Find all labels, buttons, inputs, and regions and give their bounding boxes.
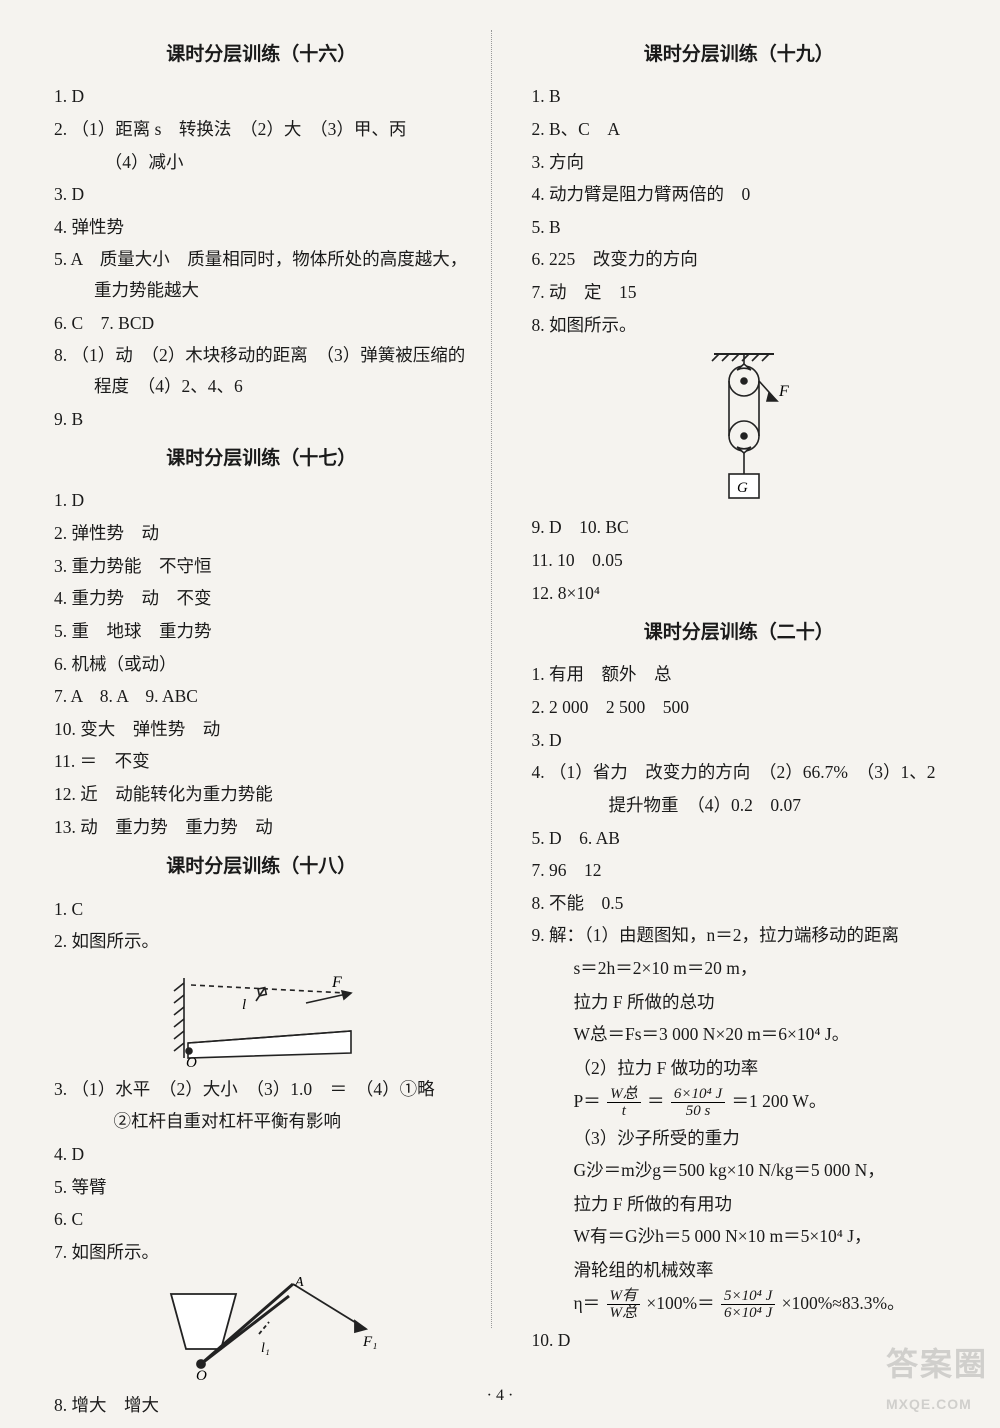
s16-item: （4）减小 <box>54 147 469 178</box>
s20-q9-etahead: 滑轮组的机械效率 <box>532 1255 947 1286</box>
arm-label: l₁ <box>261 1341 270 1356</box>
s19-item: 12. 8×10⁴ <box>532 578 947 609</box>
section-20-title: 课时分层训练（二十） <box>532 616 947 649</box>
section-18-title: 课时分层训练（十八） <box>54 850 469 883</box>
s16-item: 8. （1）动 （2）木块移动的距离 （3）弹簧被压缩的程度 （4）2、4、6 <box>54 340 469 401</box>
peak-label: A <box>294 1275 304 1290</box>
s17-item: 6. 机械（或动） <box>54 649 469 680</box>
s17-item: 2. 弹性势 动 <box>54 518 469 549</box>
right-column: 课时分层训练（十九） 1. B 2. B、C A 3. 方向 4. 动力臂是阻力… <box>522 30 951 1328</box>
s16-item: 3. D <box>54 179 469 210</box>
watermark: 答案圈 MXQE.COM <box>886 1336 988 1417</box>
s19-item: 3. 方向 <box>532 147 947 178</box>
s20-item: 1. 有用 额外 总 <box>532 659 947 690</box>
s20-item: 10. D <box>532 1325 947 1356</box>
s20-q9-part2: （2）拉力 F 做功的功率 <box>532 1053 947 1084</box>
s17-item: 13. 动 重力势 重力势 动 <box>54 812 469 843</box>
s20-q9-W: W总＝Fs＝3 000 N×20 m＝6×10⁴ J。 <box>532 1019 947 1050</box>
s16-item: 9. B <box>54 404 469 435</box>
s16-item: 6. C 7. BCD <box>54 308 469 339</box>
s17-item: 3. 重力势能 不守恒 <box>54 551 469 582</box>
s18-item: 6. C <box>54 1204 469 1235</box>
lever-arm-label: l <box>242 997 246 1013</box>
s17-item: 1. D <box>54 485 469 516</box>
s16-item: 2. （1）距离 s 转换法 （2）大 （3）甲、丙 <box>54 114 469 145</box>
lever-diagram-1: O F l <box>156 963 366 1068</box>
s19-item: 6. 225 改变力的方向 <box>532 244 947 275</box>
s17-item: 10. 变大 弹性势 动 <box>54 714 469 745</box>
s20-q9-eta: η＝ W有W总 ×100%＝ 5×10⁴ J6×10⁴ J ×100%≈83.3… <box>532 1288 947 1322</box>
s16-item: 4. 弹性势 <box>54 212 469 243</box>
lever-diagram-2: O A F₁ l₁ <box>141 1274 381 1384</box>
s20-item: 7. 96 12 <box>532 855 947 886</box>
s20-q9-s: s＝2h＝2×10 m＝20 m， <box>532 953 947 984</box>
s19-item: 4. 动力臂是阻力臂两倍的 0 <box>532 179 947 210</box>
s19-item: 9. D 10. BC <box>532 512 947 543</box>
left-column: 课时分层训练（十六） 1. D 2. （1）距离 s 转换法 （2）大 （3）甲… <box>50 30 492 1328</box>
s20-item: 提升物重 （4）0.2 0.07 <box>532 790 947 821</box>
s20-q9-Fhead: 拉力 F 所做的总功 <box>532 987 947 1018</box>
s19-item: 11. 10 0.05 <box>532 545 947 576</box>
s20-q9-wu: W有＝G沙h＝5 000 N×10 m＝5×10⁴ J， <box>532 1221 947 1252</box>
s20-q9-P: P＝ W总t ＝ 6×10⁴ J50 s ＝1 200 W。 <box>532 1086 947 1120</box>
s20-q9-head: 9. 解：（1）由题图知，n＝2，拉力端移动的距离 <box>532 920 947 951</box>
section-17-title: 课时分层训练（十七） <box>54 442 469 475</box>
s18-item: 3. （1）水平 （2）大小 （3）1.0 ＝ （4）①略 <box>54 1074 469 1105</box>
weight-label: G <box>737 480 748 496</box>
s18-item: 4. D <box>54 1139 469 1170</box>
force-label: F <box>331 974 342 991</box>
watermark-main: 答案圈 <box>886 1346 988 1382</box>
s18-item: 1. C <box>54 894 469 925</box>
s16-item: 1. D <box>54 81 469 112</box>
s20-item: 2. 2 000 2 500 500 <box>532 692 947 723</box>
section-16-title: 课时分层训练（十六） <box>54 38 469 71</box>
s19-item: 1. B <box>532 81 947 112</box>
s20-item: 8. 不能 0.5 <box>532 888 947 919</box>
s17-item: 5. 重 地球 重力势 <box>54 616 469 647</box>
s19-item: 7. 动 定 15 <box>532 277 947 308</box>
s18-item: 7. 如图所示。 <box>54 1237 469 1268</box>
s20-item: 3. D <box>532 725 947 756</box>
s16-item: 5. A 质量大小 质量相同时，物体所处的高度越大，重力势能越大 <box>54 244 469 305</box>
s18-item: 2. 如图所示。 <box>54 926 469 957</box>
s20-item: 4. （1）省力 改变力的方向 （2）66.7% （3）1、2 <box>532 757 947 788</box>
s19-item: 2. B、C A <box>532 114 947 145</box>
s17-item: 7. A 8. A 9. ABC <box>54 681 469 712</box>
s20-q9-part3: （3）沙子所受的重力 <box>532 1123 947 1154</box>
s17-item: 11. ＝ 不变 <box>54 746 469 777</box>
force-label: F <box>778 383 789 400</box>
s20-q9-G: G沙＝m沙g＝500 kg×10 N/kg＝5 000 N， <box>532 1155 947 1186</box>
pivot-label: O <box>186 1055 197 1068</box>
s20-item: 5. D 6. AB <box>532 823 947 854</box>
watermark-sub: MXQE.COM <box>886 1392 988 1417</box>
s17-item: 12. 近 动能转化为重力势能 <box>54 779 469 810</box>
section-19-title: 课时分层训练（十九） <box>532 38 947 71</box>
s19-item: 5. B <box>532 212 947 243</box>
pulley-diagram: G F <box>679 346 799 506</box>
s19-item: 8. 如图所示。 <box>532 310 947 341</box>
page-number: · 4 · <box>0 1382 1000 1410</box>
s17-item: 4. 重力势 动 不变 <box>54 583 469 614</box>
s18-item: 5. 等臂 <box>54 1172 469 1203</box>
s20-q9-wuhead: 拉力 F 所做的有用功 <box>532 1189 947 1220</box>
force-label: F₁ <box>362 1334 377 1350</box>
s18-item: ②杠杆自重对杠杆平衡有影响 <box>54 1106 469 1137</box>
